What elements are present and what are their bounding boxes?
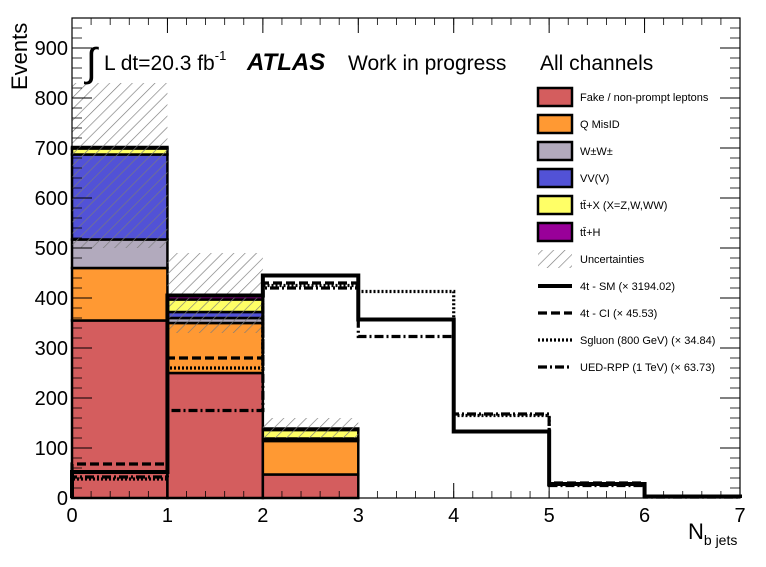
bar-1-bin-0 [70, 266, 169, 322]
legend-swatch-0 [536, 86, 574, 108]
channel-label: All channels [540, 52, 653, 75]
status-label: Work in progress [348, 52, 506, 75]
x-tick-label-4: 4 [448, 505, 459, 527]
x-tick-label-5: 5 [544, 505, 555, 527]
y-tick-label-9: 900 [35, 38, 68, 60]
legend-label-2: W±W± [580, 146, 613, 158]
bar-0-bin-1 [166, 371, 265, 500]
plot-annotation: ∫ L dt=20.3 fb-1 ATLAS Work in progress … [84, 41, 653, 85]
legend-signal-label-3: UED-RPP (1 TeV) (× 63.73) [580, 362, 715, 374]
legend-signal-label-0: 4t - SM (× 3194.02) [580, 281, 675, 293]
y-axis-title: Events [7, 23, 32, 90]
bar-0-bin-0 [70, 319, 169, 500]
legend: Fake / non-prompt leptons Q MisID W±W± VV(V… [536, 86, 715, 374]
legend-label-uncertainty: Uncertainties [580, 254, 645, 266]
x-tick-label-2: 2 [257, 505, 268, 527]
legend-label-5: tt̄+H [580, 227, 601, 239]
x-tick-label-1: 1 [162, 505, 173, 527]
x-tick-label-3: 3 [353, 505, 364, 527]
integral-sign: ∫ [84, 41, 100, 85]
x-tick-label-0: 0 [66, 505, 77, 527]
uncertainty-bin-2 [262, 418, 359, 438]
y-tick-label-5: 500 [35, 238, 68, 260]
luminosity-label: L dt=20.3 fb-1 [104, 48, 226, 75]
legend-swatch-4 [536, 194, 574, 216]
y-tick-label-8: 800 [35, 88, 68, 110]
legend-label-1: Q MisID [580, 119, 620, 131]
y-tick-label-2: 200 [35, 388, 68, 410]
legend-signal-label-1: 4t - CI (× 45.53) [580, 308, 657, 320]
x-tick-label-7: 7 [734, 505, 745, 527]
y-tick-label-0: 0 [57, 488, 68, 510]
legend-signal-label-2: Sgluon (800 GeV) (× 34.84) [580, 335, 715, 347]
legend-label-3: VV(V) [580, 173, 609, 185]
y-tick-label-6: 600 [35, 188, 68, 210]
x-axis-title-main: N [688, 519, 704, 544]
legend-swatch-2 [536, 140, 574, 162]
uncertainty-band [72, 83, 359, 438]
y-tick-label-7: 700 [35, 138, 68, 160]
y-tick-label-1: 100 [35, 438, 68, 460]
bar-0-bin-2 [261, 473, 360, 500]
legend-swatch-uncertainty [538, 250, 572, 268]
axis-ticks: 0 1 2 3 4 5 6 7 0 100 200 300 400 500 600 700 800 900 [35, 17, 746, 527]
uncertainty-bin-0 [72, 83, 168, 248]
legend-label-0: Fake / non-prompt leptons [580, 92, 709, 104]
legend-swatch-5 [536, 221, 574, 243]
legend-swatch-1 [536, 113, 574, 135]
x-tick-label-6: 6 [639, 505, 650, 527]
uncertainty-bin-1 [167, 253, 263, 333]
signal-line-3 [70, 286, 742, 499]
bar-1-bin-2 [261, 439, 360, 476]
x-axis-title-sub: b jets [704, 532, 737, 548]
legend-swatch-3 [536, 167, 574, 189]
x-axis-title: Nb jets [688, 519, 737, 548]
y-tick-label-3: 300 [35, 338, 68, 360]
legend-label-4: tt̄+X (X=Z,W,WW) [580, 200, 667, 212]
atlas-label: ATLAS [246, 49, 325, 76]
y-tick-label-4: 400 [35, 288, 68, 310]
